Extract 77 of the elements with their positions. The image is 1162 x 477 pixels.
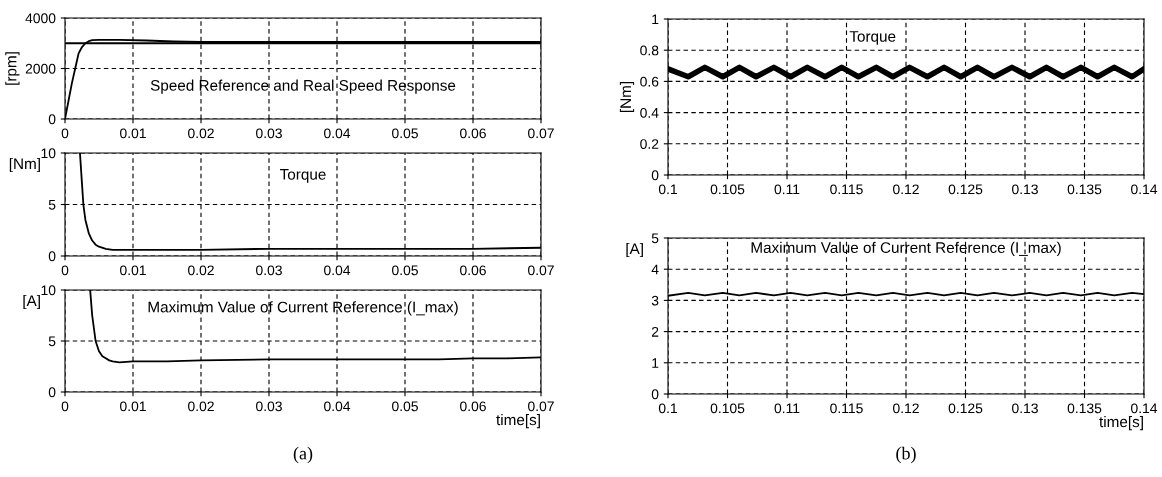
x-tick-label: 0.06 (460, 265, 486, 276)
x-tick-label: 0.01 (120, 128, 146, 139)
x-tick-label: 0.01 (120, 401, 146, 412)
annotation: Speed Reference and Real Speed Response (150, 79, 456, 94)
x-tick-label: 0 (61, 401, 69, 412)
x-tick-label: 0.11 (774, 184, 800, 195)
y-axis-title: [Nm] (9, 157, 40, 173)
x-tick-label: 0.02 (188, 128, 214, 139)
x-tick-label: 0.03 (256, 128, 282, 139)
y-tick-label: 0.8 (640, 45, 659, 56)
y-tick-label: 10 (41, 285, 56, 296)
x-tick-label: 0 (61, 265, 69, 276)
x-tick-label: 0.1 (658, 403, 677, 414)
x-tick-label: 0.11 (774, 403, 800, 414)
y-tick-label: 1 (652, 358, 659, 368)
y-axis-title: [rpm] (5, 52, 20, 85)
y-tick-label: 3 (651, 295, 659, 306)
y-axis-title: [Nm] (619, 81, 635, 113)
y-tick-label: 0 (651, 389, 659, 400)
x-tick-label: 0.115 (830, 184, 863, 195)
x-tick-label: 0.06 (460, 128, 486, 139)
x-tick-label: 0.135 (1067, 403, 1102, 414)
y-axis-title: [A] (23, 294, 40, 310)
x-tick-label: 0.105 (710, 403, 745, 414)
annotation: Torque (849, 31, 896, 45)
y-tick-label: 4 (651, 264, 659, 275)
x-tick-label: 0.125 (948, 403, 983, 414)
x-tick-label: 0.05 (392, 128, 418, 139)
x-tick-label: 0.03 (256, 401, 282, 412)
x-tick-label: 0.115 (830, 403, 863, 414)
x-tick-label: 0.05 (392, 401, 418, 412)
x-tick-label: 0.04 (324, 128, 351, 139)
x-tick-label: 0.07 (528, 401, 554, 412)
x-tick-label: 0.02 (188, 401, 214, 412)
y-tick-label: 0 (48, 251, 56, 262)
x-tick-label: 0.12 (893, 403, 919, 414)
y-tick-label: 0.6 (640, 76, 659, 87)
x-tick-label: 0.1 (658, 184, 677, 195)
y-tick-label: 0 (651, 170, 659, 181)
y-axis-title: [A] (626, 242, 643, 258)
y-tick-label: 5 (48, 336, 56, 347)
x-tick-label: 0.05 (392, 265, 418, 276)
y-tick-label: 5 (48, 199, 56, 210)
y-tick-label: 5 (651, 233, 659, 244)
annotation: Maximum Value of Current Reference (I_max) (148, 301, 458, 316)
y-tick-label: 2000 (25, 63, 56, 74)
x-tick-label: 0.02 (188, 265, 214, 276)
x-tick-label: 0.01 (120, 265, 146, 276)
x-tick-label: 0.105 (710, 184, 745, 195)
y-tick-label: 0.4 (640, 107, 659, 118)
y-tick-label: 4000 (25, 13, 56, 24)
y-tick-label: 0 (48, 387, 56, 398)
text: (a) (293, 446, 313, 464)
y-tick-label: 0 (48, 114, 56, 125)
x-tick-label: 0.04 (324, 265, 351, 276)
x-tick-label: 0.03 (256, 265, 282, 276)
x-tick-label: 0.14 (1131, 403, 1158, 414)
x-tick-label: 0.13 (1012, 184, 1038, 195)
x-tick-label: 0.12 (893, 184, 919, 195)
text: (b) (896, 446, 916, 464)
x-tick-label: 0.135 (1067, 184, 1102, 195)
x-tick-label: 0.06 (460, 401, 486, 412)
y-tick-label: 2 (651, 326, 659, 337)
annotation: Maximum Value of Current Reference (I_max) (751, 241, 1061, 257)
x-tick-label: 0.125 (948, 184, 983, 195)
x-axis-title: time[s] (496, 414, 540, 429)
x-axis-title: time[s] (1099, 416, 1143, 431)
annotation: Torque (279, 169, 326, 183)
y-tick-label: 10 (41, 148, 56, 159)
y-tick-label: 1 (652, 14, 659, 25)
x-tick-label: 0.13 (1012, 403, 1038, 414)
x-tick-label: 0 (61, 128, 69, 139)
x-tick-label: 0.04 (324, 401, 351, 412)
x-tick-label: 0.07 (528, 265, 554, 276)
x-tick-label: 0.07 (528, 128, 554, 139)
x-tick-label: 0.14 (1131, 184, 1158, 195)
y-tick-label: 0.2 (640, 139, 659, 149)
